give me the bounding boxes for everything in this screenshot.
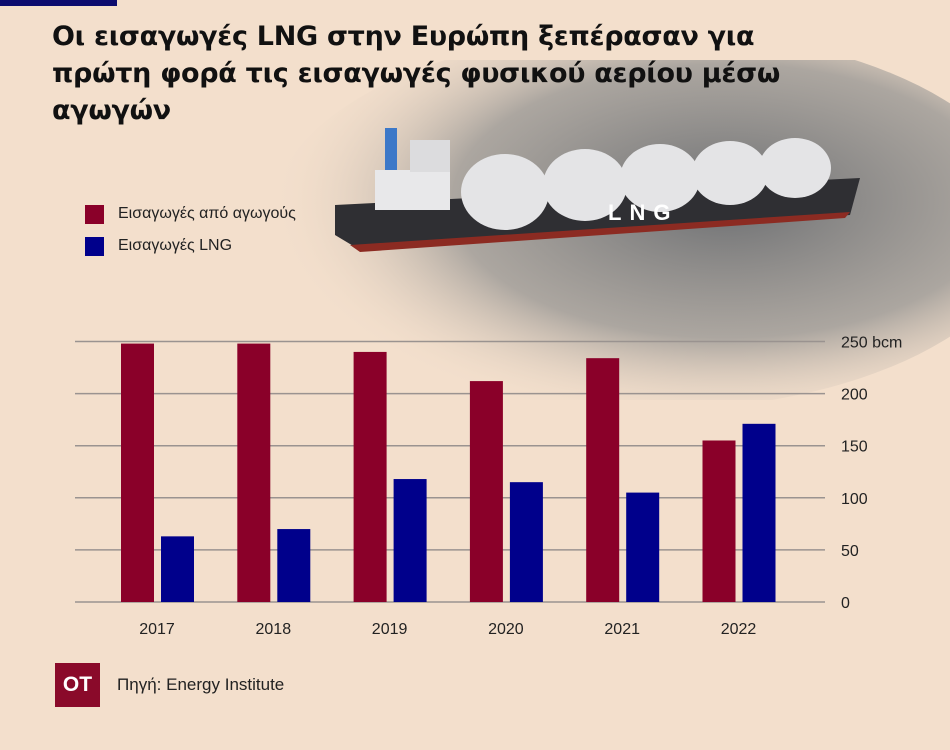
legend-label-lng: Εισαγωγές LNG: [118, 237, 233, 254]
legend-item-pipeline: Εισαγωγές από αγωγούς: [85, 198, 296, 230]
bar-lng-2019: [393, 479, 427, 602]
legend-item-lng: Εισαγωγές LNG: [85, 230, 296, 262]
bar-lng-2018: [277, 529, 311, 602]
ot-logo: ΟΤ: [55, 663, 100, 707]
x-tick-label: 2021: [604, 621, 640, 638]
y-tick-label: 250 bcm: [841, 335, 902, 352]
legend-label-pipeline: Εισαγωγές από αγωγούς: [118, 205, 296, 222]
y-tick-label: 0: [841, 595, 850, 612]
x-tick-label: 2019: [372, 621, 408, 638]
x-tick-label: 2017: [139, 621, 175, 638]
bar-pipeline-2018: [237, 343, 271, 602]
top-accent-bar: [0, 0, 117, 6]
chart-title: Οι εισαγωγές LNG στην Ευρώπη ξεπέρασαν γ…: [52, 21, 780, 126]
bar-lng-2022: [742, 423, 776, 602]
footer: ΟΤ Πηγή: Energy Institute: [55, 663, 284, 707]
bar-pipeline-2021: [586, 358, 620, 602]
x-tick-label: 2018: [256, 621, 292, 638]
y-tick-label: 200: [841, 387, 868, 404]
x-tick-label: 2022: [721, 621, 757, 638]
bar-lng-2021: [626, 492, 660, 602]
bar-pipeline-2017: [121, 343, 154, 602]
legend-swatch-pipeline: [85, 204, 104, 224]
source-text: Πηγή: Energy Institute: [117, 675, 285, 694]
ship-lng-text: LNG: [608, 200, 678, 225]
bar-pipeline-2022: [702, 440, 736, 602]
bar-lng-2017: [161, 536, 194, 602]
y-tick-label: 100: [841, 491, 868, 508]
bar-lng-2020: [509, 482, 543, 602]
bar-pipeline-2019: [353, 351, 387, 602]
bar-pipeline-2020: [469, 381, 503, 602]
lng-ship-photo: LNG: [270, 60, 950, 400]
legend: Εισαγωγές από αγωγούς Εισαγωγές LNG: [85, 198, 296, 262]
legend-swatch-lng: [85, 236, 104, 256]
x-tick-label: 2020: [488, 621, 524, 638]
y-tick-label: 50: [841, 543, 859, 560]
y-tick-label: 150: [841, 439, 868, 456]
